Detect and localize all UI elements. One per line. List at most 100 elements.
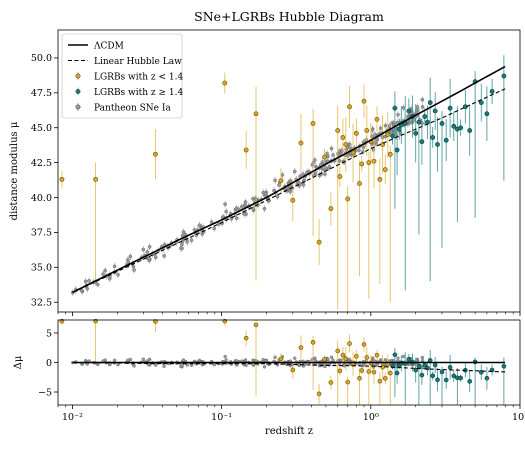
lgrb-low-z-point: [345, 196, 351, 202]
legend-label: ΛCDM: [93, 41, 124, 51]
lgrb-low-z-residual-point: [361, 342, 367, 347]
lgrb-high-z-residual-point: [467, 379, 472, 384]
legend: ΛCDM Linear Hubble Law LGRBs with z < 1.4 L…: [61, 33, 183, 119]
lgrb-low-z-residual-point: [243, 335, 249, 341]
sne-point: [141, 247, 146, 252]
sne-point: [361, 145, 366, 150]
lgrb-low-z-residual-point: [359, 368, 365, 373]
lgrb-low-z-point: [316, 239, 322, 245]
sne-point: [323, 172, 327, 176]
main-panel-y-tick-label: 40.0: [31, 193, 52, 204]
lgrb-low-z-point: [361, 98, 367, 104]
sne-point: [242, 212, 246, 216]
residual-panel: 10⁻² 10⁻¹ 10⁰ 10¹ −5 0 5 Δμ: [13, 318, 525, 423]
lgrb-low-z-point: [350, 150, 356, 156]
lgrb-high-z-point: [422, 114, 428, 119]
sne-point: [396, 112, 400, 117]
lgrb-low-z-residual-point: [377, 378, 383, 384]
lgrb-low-z-residual-point: [345, 379, 351, 385]
sne-point: [162, 254, 166, 258]
sne-point: [234, 206, 239, 211]
sne-residual-point: [293, 356, 297, 360]
sne-point: [180, 242, 184, 247]
sne-point: [223, 202, 227, 206]
lgrb-high-z-point: [419, 139, 425, 145]
lgrb-low-z-residual-point: [382, 376, 388, 381]
lgrb-high-z-residual-point: [425, 365, 430, 371]
sne-point: [185, 240, 189, 244]
main-panel-y-tick-label: 50.0: [31, 53, 52, 64]
sne-point: [347, 142, 352, 147]
lgrb-low-z-point: [364, 128, 370, 133]
lgrb-low-z-point: [59, 176, 65, 182]
sne-point: [101, 272, 105, 276]
lgrb-low-z-point: [353, 130, 359, 136]
lgrb-low-z-point: [374, 116, 380, 122]
sne-point: [128, 254, 133, 259]
lgrb-low-z-point: [371, 158, 377, 164]
lgrb-high-z-residual-point: [413, 367, 419, 373]
lgrb-high-z-residual-point: [439, 369, 445, 375]
sne-point: [262, 206, 267, 211]
residual-panel-y-tick-label: 0: [46, 358, 52, 369]
sne-point: [329, 146, 334, 151]
lgrb-low-z-point: [335, 128, 341, 133]
sne-residual-point: [379, 358, 383, 362]
legend-item: ΛCDM: [68, 41, 124, 51]
legend-label: Pantheon SNe Ia: [94, 103, 171, 113]
legend-marker-swatch: [75, 89, 81, 94]
legend-item: LGRBs with z ≥ 1.4: [75, 87, 183, 98]
sne-residual-point: [141, 357, 145, 361]
lgrb-high-z-point: [462, 104, 468, 110]
sne-point: [181, 230, 186, 234]
sne-point: [292, 169, 297, 174]
sne-residual-point: [401, 354, 406, 359]
lgrb-high-z-residual-point: [447, 365, 453, 370]
lgrb-high-z-point: [447, 105, 453, 111]
lgrb-high-z-point: [390, 133, 396, 139]
lgrb-high-z-residual-point: [432, 362, 438, 368]
lgrb-low-z-point: [93, 176, 99, 182]
linear-hubble-law-line: [72, 88, 506, 293]
sne-point: [357, 148, 361, 152]
sne-point: [407, 120, 412, 125]
lgrb-low-z-point: [290, 197, 296, 203]
lgrb-low-z-residual-point: [310, 340, 316, 345]
lgrb-low-z-point: [366, 160, 372, 166]
sne-point: [132, 268, 136, 272]
sne-point: [346, 153, 350, 158]
sne-point: [234, 216, 239, 220]
sne-residual-point: [181, 358, 186, 362]
lgrb-low-z-point: [340, 135, 346, 140]
sne-residual-point: [162, 364, 166, 368]
lgrb-high-z-point: [432, 108, 438, 114]
sne-residual-point: [313, 356, 317, 360]
lgrb-high-z-point: [413, 130, 419, 136]
lgrb-high-z-residual-point: [435, 377, 440, 383]
sne-point: [337, 159, 342, 163]
lgrb-high-z-point: [484, 111, 490, 117]
main-panel-y-tick-label: 45.0: [31, 123, 52, 134]
sne-point: [146, 256, 151, 261]
sne-residual-point: [420, 355, 425, 360]
sne-point: [153, 255, 158, 260]
lgrb-high-z-point: [458, 125, 464, 131]
legend-box: [61, 33, 183, 119]
legend-label: Linear Hubble Law: [94, 57, 182, 67]
lgrb-high-z-point: [439, 121, 445, 126]
lgrb-high-z-point: [427, 100, 433, 105]
lgrb-low-z-residual-point: [387, 370, 393, 376]
sne-point: [272, 188, 276, 193]
lgrb-low-z-residual-point: [278, 356, 284, 362]
lgrb-low-z-residual-point: [316, 391, 322, 397]
lgrb-low-z-residual-point: [354, 354, 359, 359]
lgrb-low-z-point: [377, 176, 383, 182]
sne-point: [378, 126, 383, 131]
sne-residual-point: [420, 358, 425, 363]
sne-point: [364, 138, 369, 142]
lgrb-high-z-residual-point: [501, 363, 507, 369]
sne-residual-point: [128, 357, 133, 362]
lgrb-low-z-point: [153, 151, 158, 157]
sne-point: [383, 123, 388, 128]
sne-residual-point: [147, 357, 152, 362]
